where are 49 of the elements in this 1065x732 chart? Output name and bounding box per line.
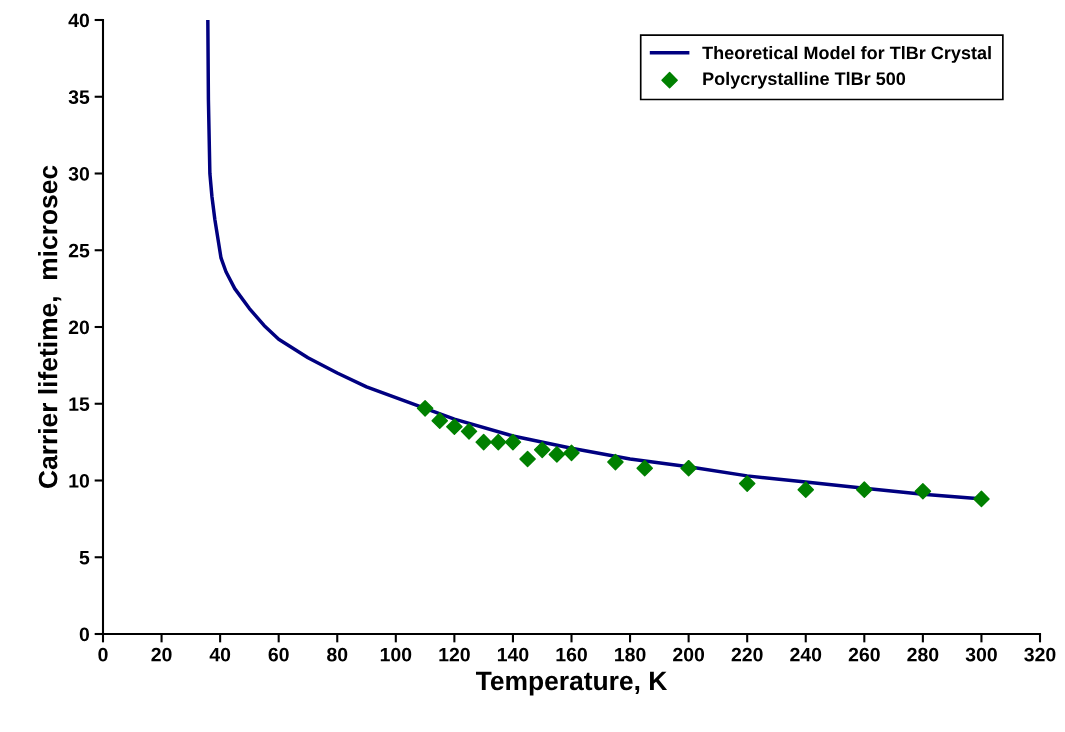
x-tick-label: 200 xyxy=(673,647,705,662)
point xyxy=(738,475,756,492)
point xyxy=(680,459,697,477)
x-tick-label: 20 xyxy=(151,647,172,662)
point xyxy=(636,459,654,477)
legend-label: Theoretical Model for TlBr Crystal xyxy=(702,46,991,63)
x-tick-label: 140 xyxy=(497,647,529,662)
point xyxy=(607,453,624,471)
x-tick-label: 120 xyxy=(439,647,470,662)
x-tick-label: 160 xyxy=(556,647,587,662)
x-tick-label: 260 xyxy=(848,647,880,662)
x-tick-label: 100 xyxy=(380,647,412,662)
point xyxy=(548,446,566,463)
y-tick-label: 30 xyxy=(68,166,90,181)
x-tick-label: 240 xyxy=(790,647,822,662)
y-tick-label: 35 xyxy=(68,90,90,105)
point xyxy=(431,412,449,429)
point xyxy=(416,400,434,417)
x-tick-label: 80 xyxy=(327,647,348,662)
x-tick-label: 320 xyxy=(1024,647,1056,662)
y-axis-title: Carrier lifetime, microsec xyxy=(38,165,62,488)
y-tick-label: 0 xyxy=(79,627,90,642)
y-tick-label: 40 xyxy=(68,13,90,28)
x-tick-label: 0 xyxy=(98,647,108,662)
point xyxy=(446,418,463,436)
point xyxy=(489,433,507,451)
x-tick-label: 280 xyxy=(907,647,939,662)
y-tick-label: 25 xyxy=(68,243,90,258)
x-tick-label: 40 xyxy=(209,647,231,662)
x-tick-label: 300 xyxy=(965,647,997,662)
point xyxy=(475,433,492,451)
point xyxy=(914,482,932,500)
x-tick-label: 220 xyxy=(731,647,763,662)
point xyxy=(973,490,990,508)
point xyxy=(797,481,815,499)
y-tick-label: 20 xyxy=(68,320,90,335)
point xyxy=(533,441,551,459)
point xyxy=(563,444,580,462)
point xyxy=(504,433,522,451)
x-tick-label: 180 xyxy=(615,647,646,662)
y-tick-label: 5 xyxy=(79,550,90,565)
y-tick-label: 10 xyxy=(69,473,90,488)
x-axis-title: Temperature, K xyxy=(475,671,668,696)
legend-label: Polycrystalline TlBr 500 xyxy=(703,71,906,89)
point xyxy=(460,423,478,440)
x-tick-label: 60 xyxy=(268,647,289,662)
point xyxy=(519,450,536,468)
y-tick-label: 15 xyxy=(69,397,90,411)
point xyxy=(856,481,873,499)
